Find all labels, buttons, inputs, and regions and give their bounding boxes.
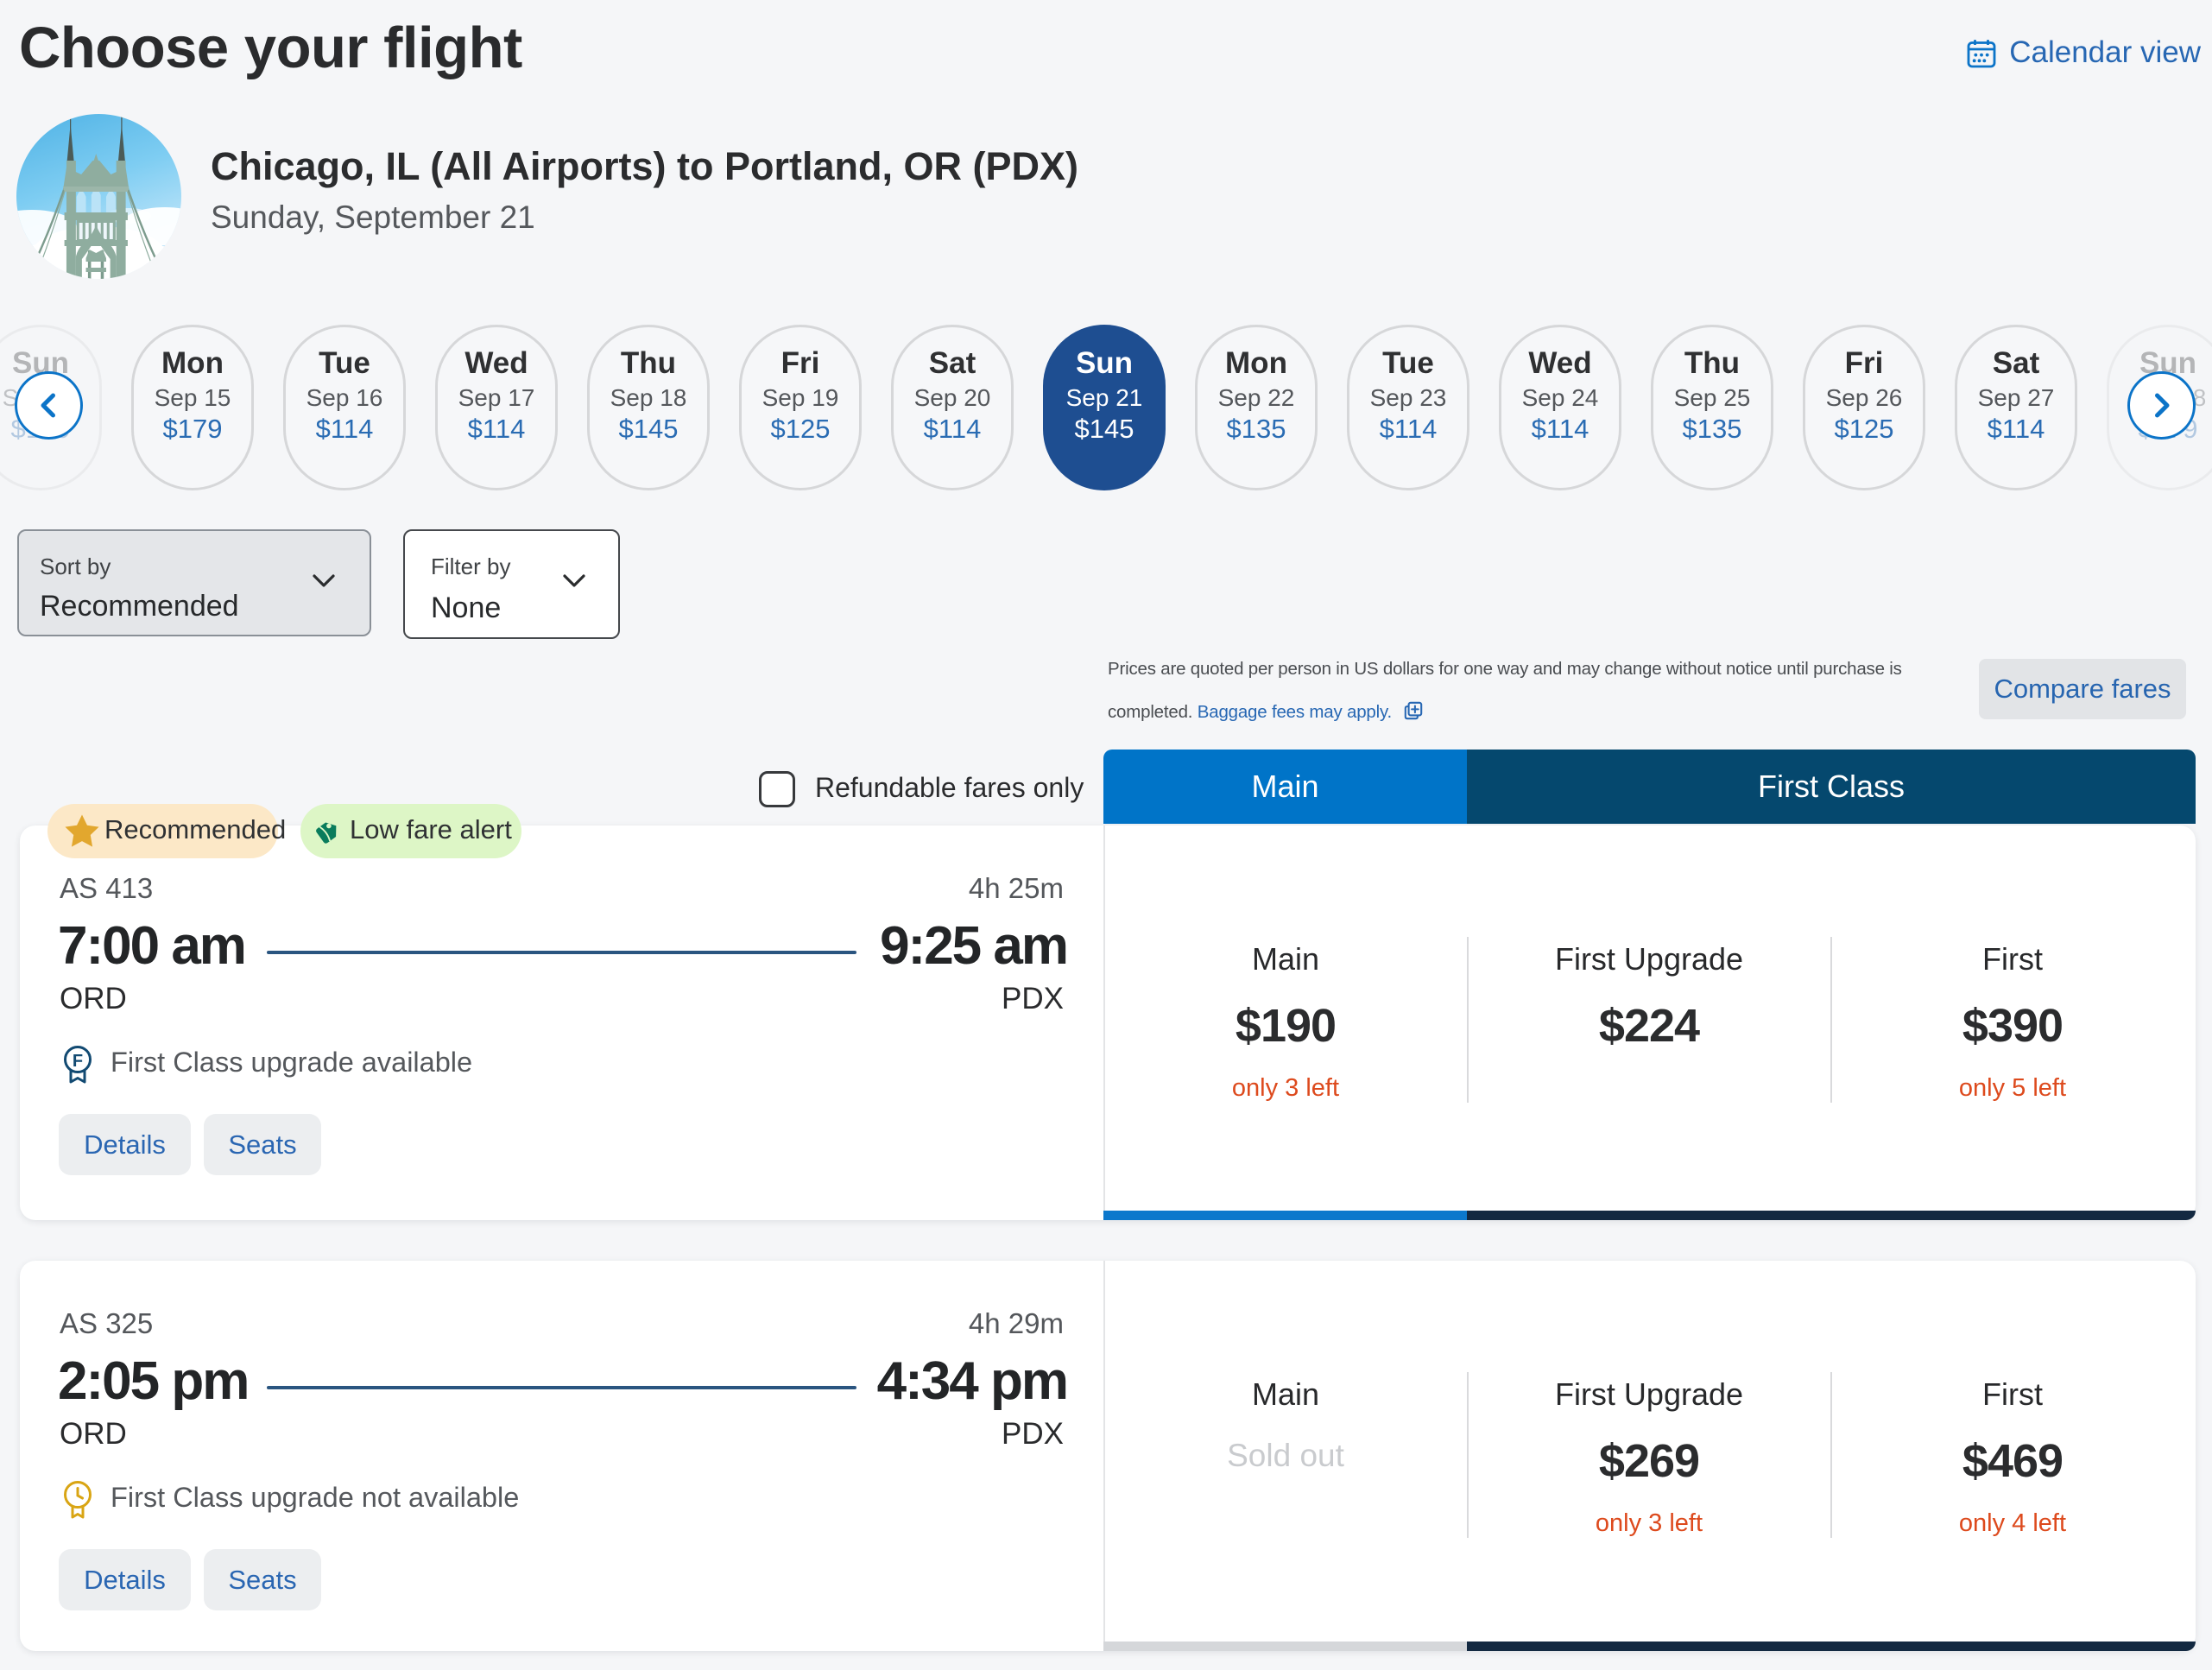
svg-text:F: F: [73, 1052, 83, 1071]
